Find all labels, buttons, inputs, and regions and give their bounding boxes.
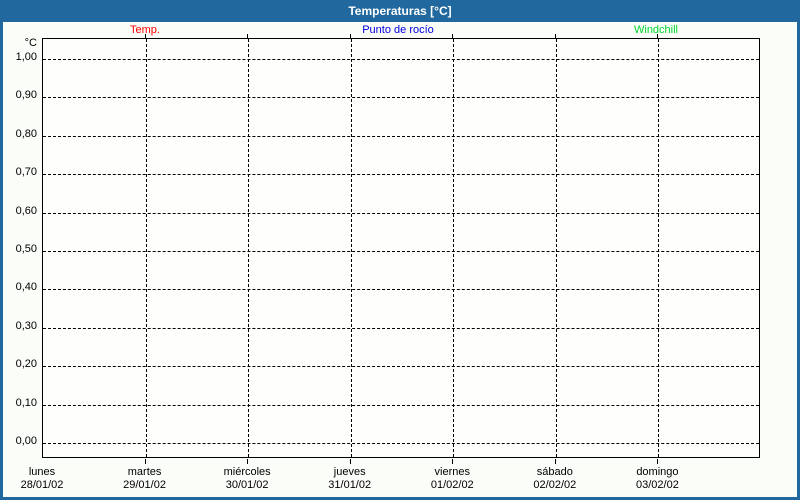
x-tick-day: martes — [127, 466, 162, 478]
window-border-bottom — [0, 497, 800, 500]
y-axis-unit-label: °C — [24, 37, 37, 49]
y-tick-label: 0,70 — [15, 166, 37, 179]
x-tick-date: 02/02/02 — [533, 479, 577, 491]
y-gridline — [43, 443, 759, 444]
x-axis-top-tick — [452, 34, 453, 38]
x-tick-date: 30/01/02 — [225, 479, 269, 491]
title-bar: Temperaturas [°C] — [0, 0, 800, 22]
x-axis-bottom-tick — [452, 459, 453, 464]
x-axis-bottom-tick — [350, 459, 351, 464]
x-tick-date: 01/02/02 — [430, 479, 474, 491]
chart-title: Temperaturas [°C] — [348, 4, 452, 18]
y-gridline — [43, 404, 759, 406]
y-tick-label: 0,60 — [15, 204, 37, 217]
x-gridline — [146, 39, 147, 457]
y-tick-label: 0,90 — [15, 89, 37, 102]
y-gridline — [43, 174, 759, 176]
x-tick-label: miércoles 30/01/02 — [192, 466, 302, 492]
x-tick-day: jueves — [333, 466, 366, 478]
window-border-right — [797, 22, 800, 500]
x-tick-date: 03/02/02 — [636, 479, 679, 491]
x-tick-label: lunes 28/01/02 — [0, 466, 97, 492]
x-tick-label: viernes 01/02/02 — [397, 466, 507, 492]
x-tick-day: domingo — [636, 466, 679, 478]
legend-item-dewpoint: Punto de rocío — [362, 24, 434, 36]
x-axis-top-tick — [350, 34, 351, 38]
y-gridline — [43, 59, 759, 60]
y-tick-label: 0,00 — [15, 435, 37, 447]
y-gridline — [43, 251, 759, 252]
x-gridline — [248, 39, 249, 457]
x-axis-bottom-tick — [145, 459, 146, 464]
x-tick-date: 29/01/02 — [123, 479, 166, 491]
y-gridline — [43, 366, 759, 368]
window-border-left — [0, 22, 3, 500]
x-axis-bottom-tick — [657, 459, 658, 464]
x-tick-date: 28/01/02 — [20, 479, 64, 491]
x-tick-label: martes 29/01/02 — [90, 466, 200, 492]
y-gridline — [43, 135, 759, 137]
x-axis-top-tick — [247, 34, 248, 38]
y-gridline — [43, 212, 759, 214]
y-tick-label: 0,40 — [15, 281, 37, 294]
x-gridline — [351, 39, 352, 457]
x-axis-top-tick — [657, 34, 658, 38]
y-gridline — [43, 327, 759, 329]
legend-item-temp: Temp. — [130, 24, 160, 36]
y-tick-label: 0,10 — [15, 396, 37, 409]
y-tick-label: 1,00 — [15, 51, 37, 63]
x-tick-label: sábado 02/02/02 — [500, 466, 610, 492]
x-axis-bottom-tick — [555, 459, 556, 464]
y-tick-label: 0,20 — [15, 358, 37, 371]
y-gridline — [43, 97, 759, 99]
x-tick-day: sábado — [536, 466, 573, 478]
x-tick-day: lunes — [28, 466, 56, 478]
x-gridline — [658, 39, 659, 457]
x-axis-top-tick — [555, 34, 556, 38]
legend-item-windchill: Windchill — [633, 24, 679, 36]
y-tick-label: 0,80 — [15, 127, 37, 140]
y-gridline — [43, 289, 759, 291]
x-axis-top-tick — [145, 34, 146, 38]
x-gridline — [453, 39, 454, 457]
x-tick-date: 31/01/02 — [328, 479, 372, 491]
y-tick-label: 0,50 — [15, 243, 37, 255]
x-tick-day: miércoles — [223, 466, 271, 478]
x-tick-label: jueves 31/01/02 — [295, 466, 405, 492]
y-tick-label: 0,30 — [15, 319, 37, 332]
x-tick-label: domingo 03/02/02 — [602, 466, 712, 492]
x-gridline — [556, 39, 557, 457]
x-axis-bottom-tick — [247, 459, 248, 464]
x-tick-day: viernes — [434, 466, 471, 478]
plot-area — [42, 38, 760, 458]
